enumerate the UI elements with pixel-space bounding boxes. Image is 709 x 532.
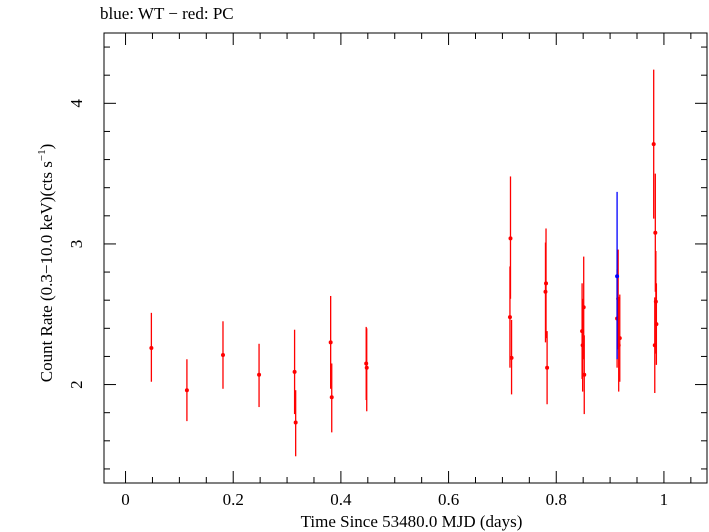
data-point-pc [328,295,333,389]
data-point-pc [545,331,550,405]
data-point-pc [364,328,369,412]
data-marker [149,346,154,350]
chart-title: blue: WT − red: PC [100,4,234,23]
x-tick-label: 0.8 [546,490,567,509]
data-marker [220,353,225,358]
data-marker [617,336,622,341]
data-marker [654,322,659,327]
data-marker [184,388,189,393]
x-tick-label: 0.6 [438,490,459,509]
y-tick-label: 4 [67,99,86,108]
axis-tick-labels: 0 0.2 0.4 0.6 0.8 1 2 3 4 [67,99,668,509]
data-point-pc [509,319,514,395]
data-point-pc [184,359,189,422]
data-marker [328,340,333,345]
data-point-pc [329,363,334,433]
data-point-pc [617,294,622,382]
data-point-pc [293,390,298,457]
y-tick-label: 2 [67,380,86,389]
x-tick-label: 1 [660,490,669,509]
axis-ticks [104,33,707,483]
data-point-pc [220,321,225,389]
x-tick-label: 0.2 [223,490,244,509]
data-marker [508,236,513,241]
data-point-pc [149,312,154,382]
data-point-pc [654,283,659,365]
x-tick-label: 0 [121,490,130,509]
data-marker [651,142,656,147]
data-point-pc [651,69,656,219]
data-marker [615,274,620,279]
x-axis-label: Time Since 53480.0 MJD (days) [301,512,523,531]
data-point-pc [544,228,549,339]
data-marker [329,395,334,400]
data-marker [293,420,298,425]
y-tick-label: 3 [67,240,86,249]
data-marker [582,372,587,377]
y-axis-label-main: Count Rate (0.3−10.0 keV)(cts s [37,161,56,382]
y-axis-label-close: ) [37,144,56,150]
x-tick-label: 0.4 [330,490,352,509]
data-point-pc [582,335,587,415]
plot-frame [103,32,708,484]
data-points [149,69,659,457]
data-marker [257,372,262,377]
data-marker [507,315,512,320]
y-axis-label-exponent: −1 [36,149,48,161]
data-marker [653,230,658,235]
data-point-pc [257,343,262,408]
data-marker [292,369,297,374]
data-point-pc [508,176,513,299]
data-marker [364,365,369,370]
data-marker [509,355,514,360]
data-marker [545,365,550,370]
data-marker [581,305,586,310]
data-point-pc [292,329,297,415]
data-point-wt [615,191,620,360]
y-axis-label: Count Rate (0.3−10.0 keV)(cts s−1) [36,144,56,383]
data-marker [544,281,549,286]
